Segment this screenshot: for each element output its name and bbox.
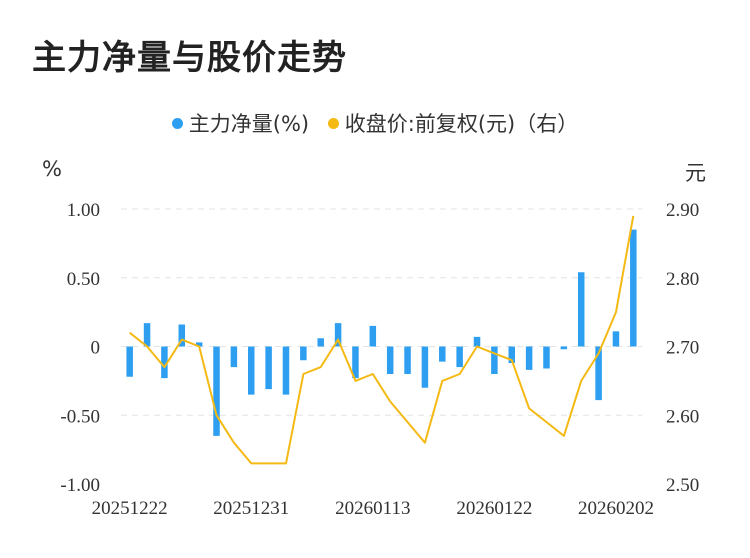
x-tick-label: 20251222 <box>92 498 168 519</box>
right-tick-label: 2.50 <box>666 475 699 496</box>
price-line <box>129 215 635 465</box>
legend-price-marker <box>327 117 339 129</box>
bar <box>248 346 255 395</box>
legend-item-price[interactable]: 收盘价:前复权(元)（右） <box>327 108 579 138</box>
x-tick-label: 20251231 <box>213 498 289 519</box>
bar <box>195 342 203 347</box>
bar <box>456 346 463 368</box>
bar <box>213 346 220 436</box>
right-tick-label: 2.80 <box>666 269 699 290</box>
legend-item-main[interactable]: 主力净量(%) <box>171 108 310 138</box>
left-tick-label: 0.50 <box>67 269 100 290</box>
right-tick-label: 2.70 <box>666 338 699 359</box>
bar <box>282 346 290 395</box>
bar <box>265 346 272 390</box>
right-tick-label: 2.90 <box>666 200 699 221</box>
bar <box>595 346 602 401</box>
left-tick-label: 1.00 <box>67 200 100 221</box>
x-tick-label: 20260113 <box>335 498 410 519</box>
legend: 主力净量(%) 收盘价:前复权(元)（右） <box>0 108 750 138</box>
bar <box>543 346 550 369</box>
bar <box>439 346 446 362</box>
bar <box>525 346 533 370</box>
bar <box>161 346 168 379</box>
bar <box>630 229 637 347</box>
bar <box>300 346 307 361</box>
left-tick-label: 0 <box>91 338 101 359</box>
bar <box>508 346 515 363</box>
bar <box>352 346 359 379</box>
x-tick-label: 20260122 <box>456 498 532 519</box>
bar <box>577 272 585 347</box>
left-axis-unit: % <box>42 157 62 181</box>
bar <box>178 324 186 347</box>
left-tick-label: -1.00 <box>60 475 100 496</box>
chart-title: 主力净量与股价走势 <box>32 38 347 78</box>
legend-main-marker <box>171 117 183 129</box>
bar <box>317 338 324 347</box>
bar <box>404 346 411 374</box>
x-tick-label: 20260202 <box>578 498 654 519</box>
bar <box>334 323 342 347</box>
bar <box>473 336 481 347</box>
bar <box>230 346 238 368</box>
bar <box>421 346 429 388</box>
bar <box>143 323 151 347</box>
bar <box>369 325 377 347</box>
bar <box>560 346 568 350</box>
right-tick-label: 2.60 <box>666 406 699 427</box>
bar <box>491 346 498 374</box>
legend-main-label: 主力净量(%) <box>188 112 310 136</box>
bar <box>386 346 394 374</box>
left-tick-label: -0.50 <box>60 406 100 427</box>
right-axis-unit: 元 <box>685 161 706 185</box>
legend-price-label: 收盘价:前复权(元)（右） <box>344 112 579 136</box>
bar <box>612 331 620 347</box>
bar <box>126 346 133 377</box>
